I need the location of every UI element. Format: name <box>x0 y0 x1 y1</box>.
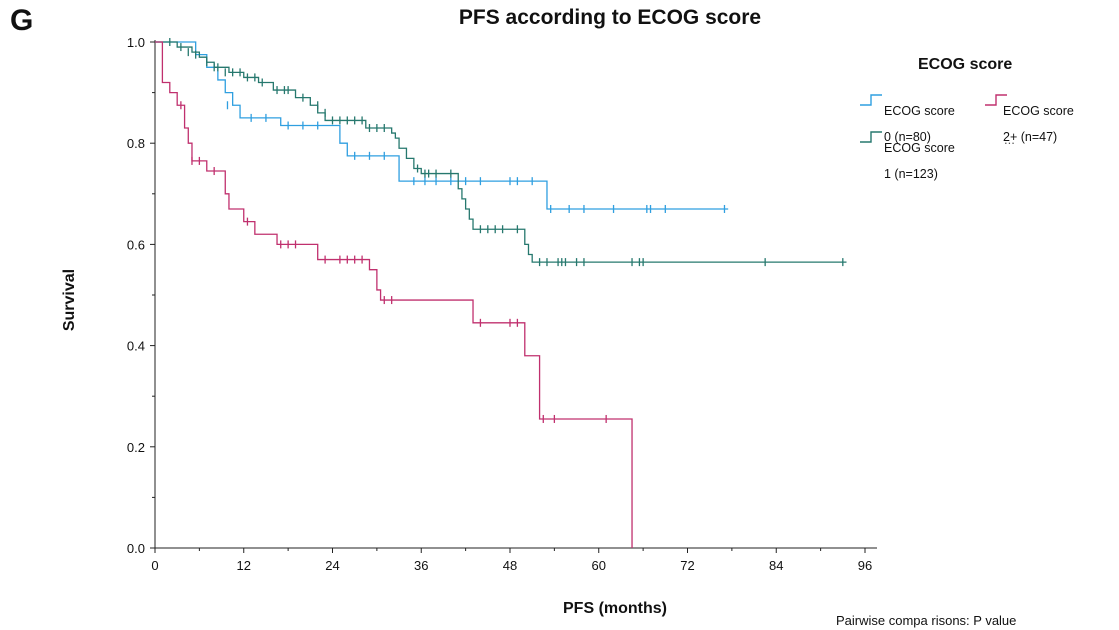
y-tick-label: 0.0 <box>127 541 145 556</box>
x-tick-label: 96 <box>858 558 872 573</box>
x-tick-label: 12 <box>237 558 251 573</box>
x-tick-label: 24 <box>325 558 339 573</box>
legend-entry-ecog-0: ECOG score 0 (n=80) <box>884 92 955 157</box>
y-tick-label: 1.0 <box>127 35 145 50</box>
legend-entry-ecog-1: ECOG score 1 (n=123) <box>884 129 955 194</box>
legend-swatch-ecog-2 <box>985 94 1007 106</box>
x-tick-label: 60 <box>592 558 606 573</box>
x-axis-label: PFS (months) <box>563 600 667 617</box>
series-line-ecog-0 <box>155 41 729 210</box>
pairwise-comparisons-note: Pairwise compa risons: P value <box>836 613 1017 628</box>
x-tick-label: 48 <box>503 558 517 573</box>
y-axis-label: Survival <box>61 268 78 332</box>
legend-entry-ecog-2-line2: 2+ (n=47) <box>1003 130 1058 144</box>
legend-entry-ecog-2-line1: ECOG score <box>1003 104 1074 118</box>
legend-swatch-ecog-1 <box>860 131 882 143</box>
legend-entry-ecog-1-line1: ECOG score <box>884 141 955 155</box>
legend-more-indicator: ... <box>1004 132 1015 147</box>
x-tick-label: 72 <box>680 558 694 573</box>
legend-lines <box>860 94 1007 143</box>
y-tick-label: 0.2 <box>127 440 145 455</box>
series-line-ecog-1 <box>155 41 847 263</box>
legend-entry-ecog-2: ECOG score 2+ (n=47) <box>1003 92 1074 157</box>
series-line-ecog-2 <box>155 41 633 548</box>
panel-label: G <box>10 4 34 37</box>
x-tick-label: 84 <box>769 558 783 573</box>
y-tick-label: 0.6 <box>127 237 145 252</box>
axes: 0.0 0.2 0.4 0.6 0.8 1.0 0 12 24 36 48 60 72 84 96 <box>127 35 877 573</box>
y-tick-label: 0.4 <box>127 339 145 354</box>
legend-entry-ecog-1-line2: 1 (n=123) <box>884 167 938 181</box>
chart-title: PFS according to ECOG score <box>458 6 762 29</box>
legend-entry-ecog-0-line2: 0 (n=80) <box>884 130 931 144</box>
legend-swatch-ecog-0 <box>860 94 882 106</box>
x-tick-label: 36 <box>414 558 428 573</box>
legend-entry-ecog-0-line1: ECOG score <box>884 104 955 118</box>
series-layer <box>155 38 847 548</box>
y-tick-label: 0.8 <box>127 136 145 151</box>
x-tick-label: 0 <box>151 558 158 573</box>
legend-title: ECOG score <box>918 56 1013 73</box>
